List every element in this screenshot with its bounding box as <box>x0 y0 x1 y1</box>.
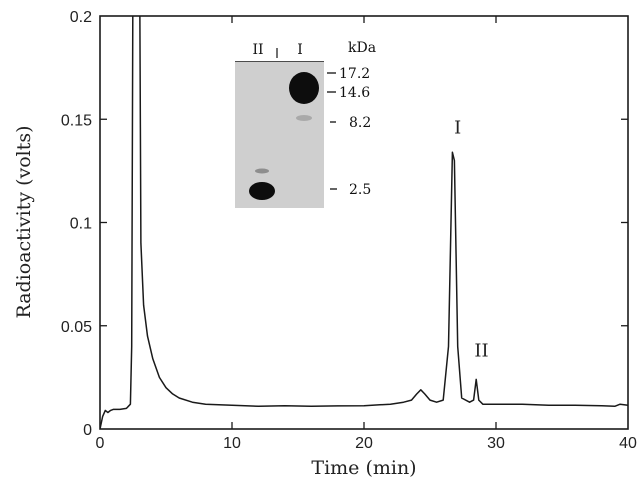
peak-label-II: II <box>474 341 488 362</box>
y-axis-title: Radioactivity (volts) <box>13 125 35 318</box>
y-axis: 0 0.05 0.1 0.15 0.2 <box>61 9 628 439</box>
x-tick-label: 10 <box>223 435 241 452</box>
x-axis: 0 10 20 30 40 <box>96 16 637 452</box>
peak-label-I: I <box>454 118 461 139</box>
x-tick-label: 20 <box>355 435 373 452</box>
y-tick-label: 0 <box>83 422 92 439</box>
marker-label-17-2: 17.2 <box>339 66 370 82</box>
x-tick-label: 0 <box>96 435 105 452</box>
band-lane-I-main <box>289 72 319 104</box>
marker-label-2-5: 2.5 <box>349 182 371 198</box>
marker-label-14-6: 14.6 <box>339 85 370 101</box>
y-tick-label: 0.2 <box>70 9 92 26</box>
x-tick-label: 40 <box>619 435 637 452</box>
lane-label-II: II <box>252 42 263 58</box>
radioactivity-trace <box>100 16 628 429</box>
x-tick-label: 30 <box>487 435 505 452</box>
kda-unit-label: kDa <box>348 40 376 56</box>
x-axis-title: Time (min) <box>311 457 416 479</box>
lane-label-I: I <box>297 42 303 58</box>
band-lane-II-main <box>249 182 275 200</box>
band-lane-I-faint <box>296 115 312 121</box>
y-tick-label: 0.05 <box>61 319 92 336</box>
gel-inset: II I kDa 17.2 14.6 8.2 2.5 <box>235 40 376 208</box>
y-tick-label: 0.1 <box>70 216 92 233</box>
marker-label-8-2: 8.2 <box>349 115 371 131</box>
band-lane-II-faint <box>255 168 269 174</box>
y-tick-label: 0.15 <box>61 112 92 129</box>
